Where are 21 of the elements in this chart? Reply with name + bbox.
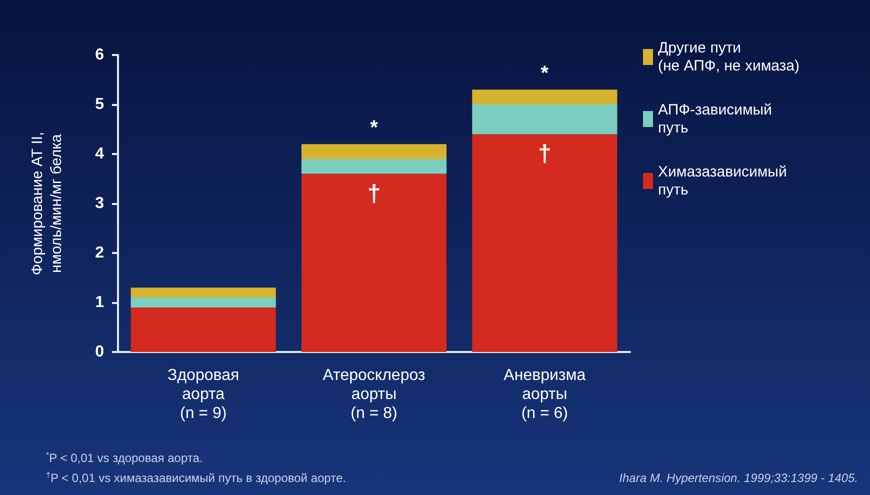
y-tick-label: 0 — [95, 344, 104, 360]
x-tick-label: Здоровая аорта (n = 9) — [168, 367, 240, 422]
text: Ihara M. Hypertension. 1999;33:1399 - 1405. — [619, 471, 858, 485]
y-tick-label: 3 — [95, 195, 104, 212]
legend-label: Другие пути (не АПФ, не химаза) — [658, 40, 800, 74]
annotation: * — [370, 117, 378, 140]
y-tick-label: 2 — [95, 244, 104, 262]
annotation: * — [540, 62, 549, 85]
legend-label: Химазазависимый путь — [658, 164, 787, 198]
y-axis-title: Формирование АТ II, нмоль/мин/мг белка — [29, 132, 65, 276]
x-tick-label: Аневризма аорты (n = 6) — [504, 367, 586, 422]
y-tick-label: 6 — [95, 46, 104, 64]
y-tick-label: 4 — [95, 146, 104, 162]
x-tick-label: Атеросклероз аорты (n = 8) — [322, 367, 426, 422]
legend-label: АПФ-зависимый путь — [658, 102, 772, 136]
annotation: † — [538, 140, 552, 168]
y-tick-label: 5 — [95, 96, 104, 113]
annotation: † — [367, 180, 381, 208]
text: *P < 0,01 vs здоровая аорта. — [46, 450, 203, 465]
text: †P < 0,01 vs химазазависимый путь в здоровой аорте. — [46, 470, 346, 485]
y-tick-label: 1 — [95, 294, 104, 311]
